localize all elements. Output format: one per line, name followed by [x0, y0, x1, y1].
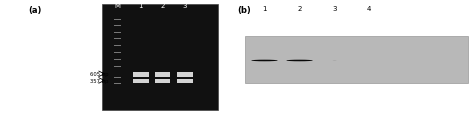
Text: (a): (a)	[28, 6, 42, 15]
Text: 357 bp: 357 bp	[90, 78, 109, 83]
Bar	[155, 79, 171, 83]
Bar	[177, 79, 192, 83]
Bar	[155, 72, 171, 77]
Bar	[114, 33, 121, 34]
Text: (b): (b)	[237, 6, 251, 15]
Ellipse shape	[251, 60, 278, 62]
Bar	[114, 83, 121, 84]
Bar	[114, 66, 121, 67]
Bar	[177, 72, 192, 77]
Text: 2: 2	[297, 6, 302, 12]
Text: 3: 3	[182, 3, 187, 9]
Bar	[114, 14, 121, 15]
Bar	[114, 72, 121, 73]
Bar	[102, 5, 218, 110]
Text: 605 bp: 605 bp	[90, 72, 109, 77]
Text: M: M	[115, 3, 120, 9]
Text: 3: 3	[332, 6, 337, 12]
Bar	[114, 52, 121, 53]
Text: 1: 1	[138, 3, 143, 9]
Bar	[114, 78, 121, 79]
Text: 2: 2	[160, 3, 165, 9]
Ellipse shape	[286, 60, 313, 62]
Bar	[114, 20, 121, 21]
Bar	[114, 59, 121, 60]
Text: 1: 1	[262, 6, 267, 12]
Bar	[133, 72, 149, 77]
Bar	[133, 79, 149, 83]
Bar	[114, 26, 121, 27]
Bar	[245, 37, 468, 83]
Text: 4: 4	[366, 6, 371, 12]
